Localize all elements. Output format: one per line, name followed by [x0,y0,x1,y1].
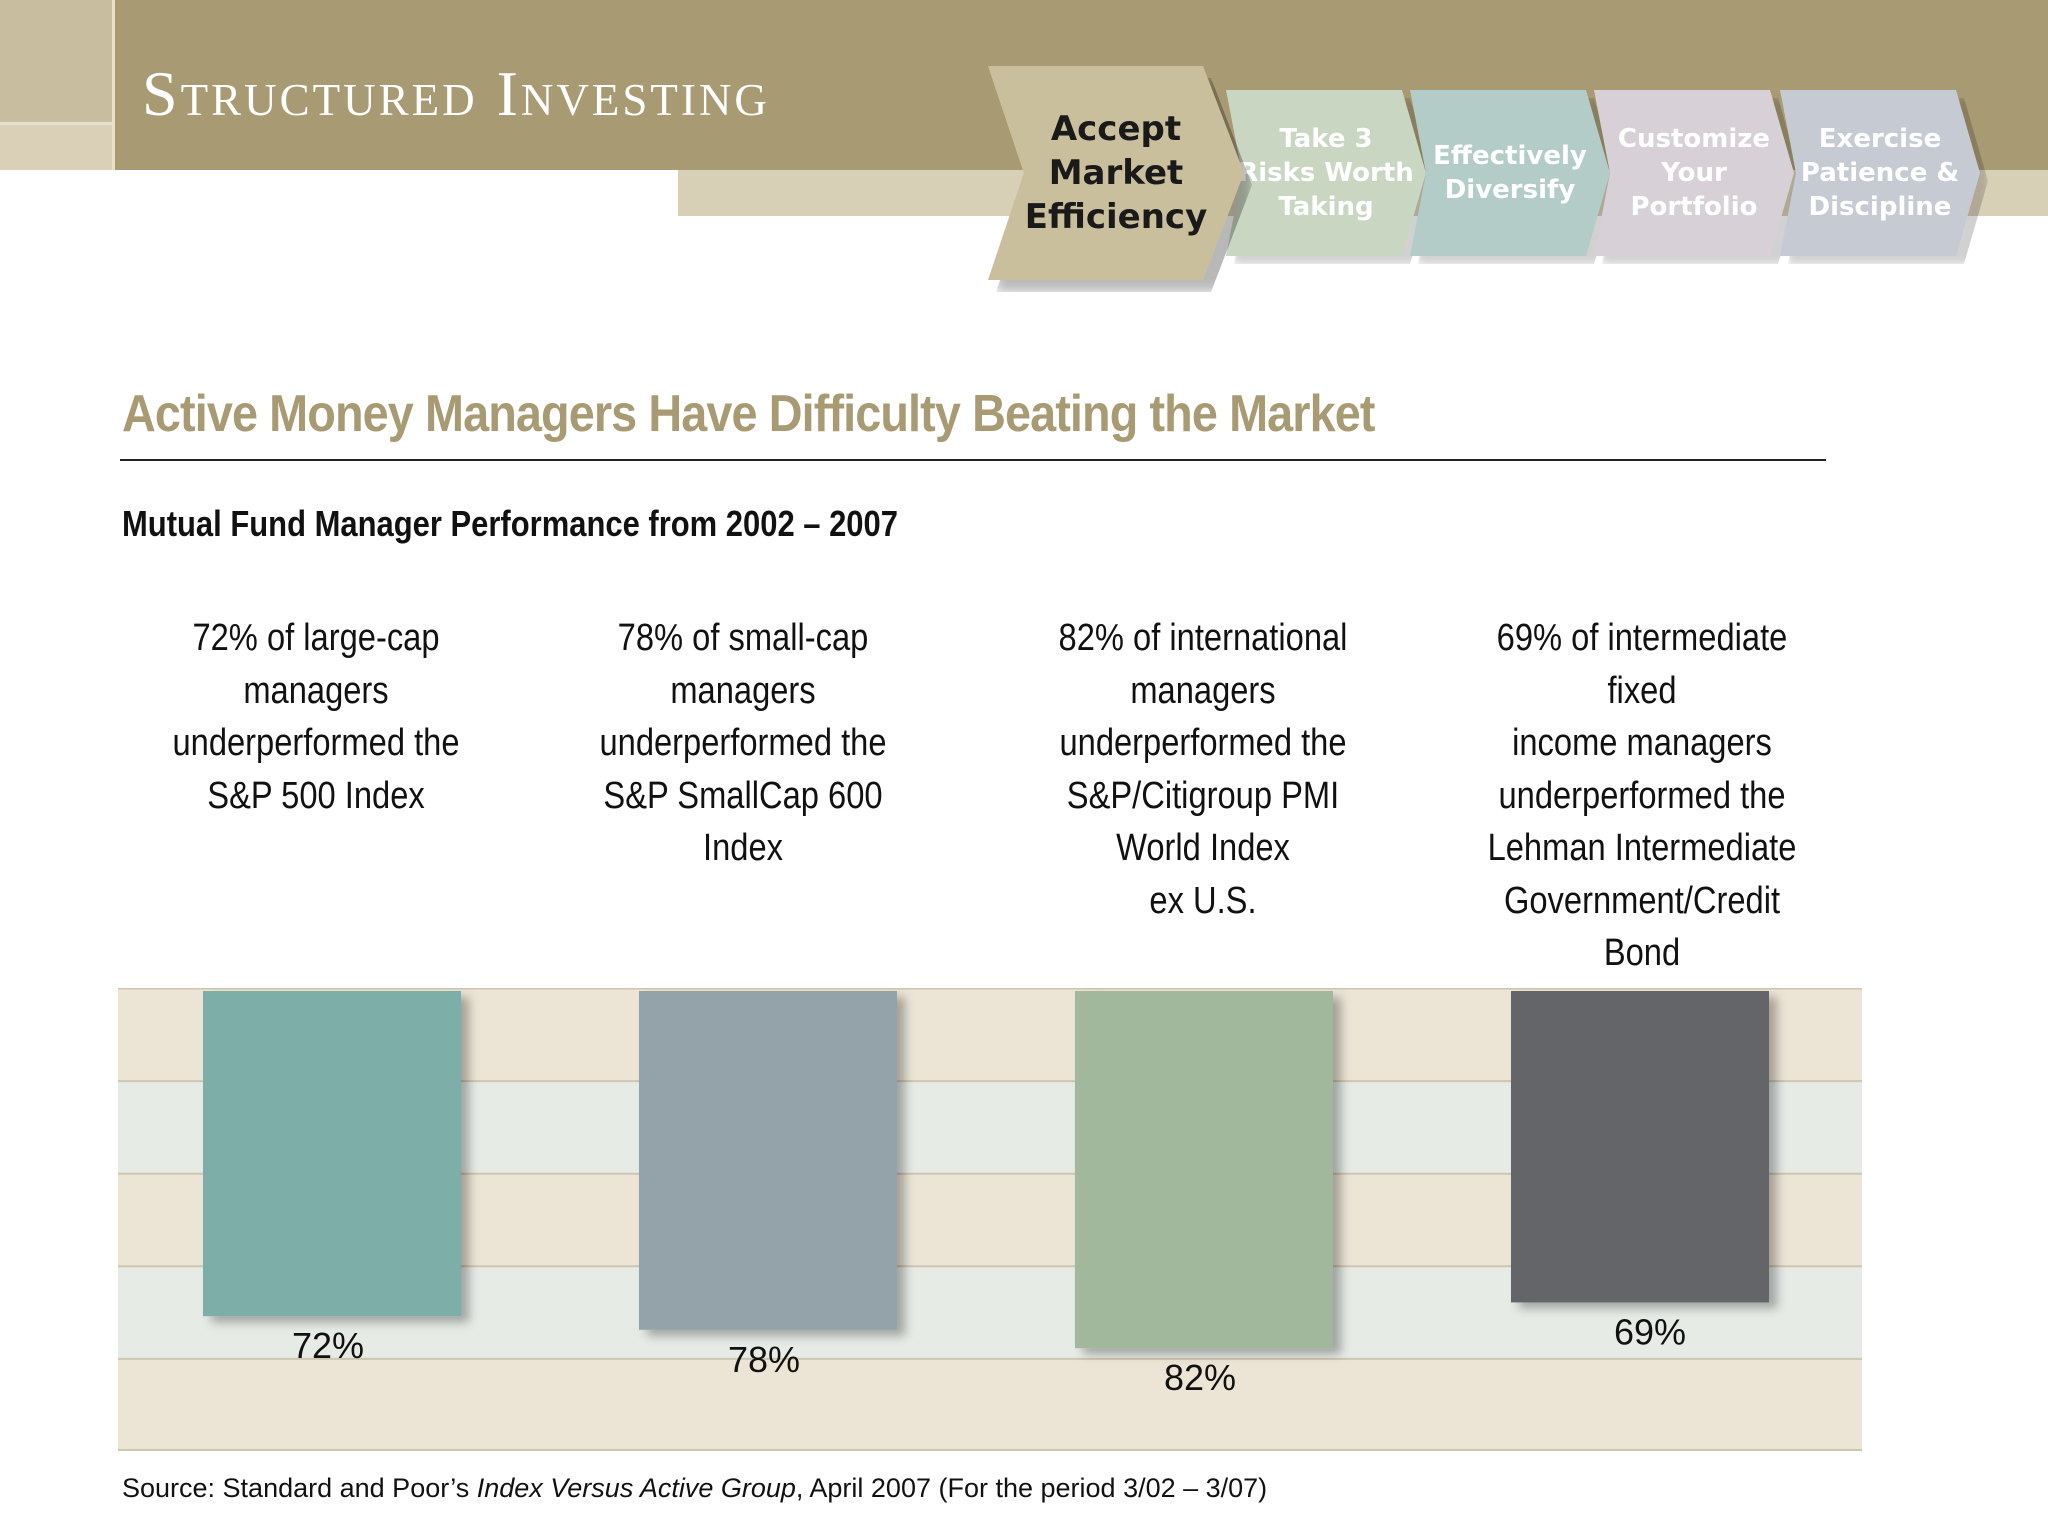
step-customize[interactable]: Customize Your Portfolio [1594,90,1794,256]
title-divider [120,459,1826,461]
step-take-risks[interactable]: Take 3 Risks Worth Taking [1226,90,1426,256]
description-fixed-income: 69% of intermediate fixed income manager… [1487,617,1797,1027]
step-label: Effectively Diversify [1433,141,1587,205]
header-corner-block [0,0,112,124]
description-small-cap: 78% of small-cap managers underperformed… [599,617,887,869]
bar-4 [1511,991,1769,1303]
page-title: Active Money Managers Have Difficulty Be… [122,385,1375,443]
source-note: Source: Standard and Poor’s Index Versus… [122,1473,1267,1504]
step-label: Take 3 Risks Worth Taking [1238,124,1414,222]
header-divider [112,0,115,170]
bar-value-label: 78% [728,1339,800,1380]
description-large-cap: 72% of large-cap managers underperformed… [172,617,460,817]
bar-chart: 72% 78% 82% 69% [118,988,1862,1451]
step-label: Customize Your Portfolio [1617,124,1771,222]
step-accept-market-efficiency[interactable]: Accept Market Efficiency [988,66,1244,280]
step-label: Exercise Patience & Discipline [1800,124,1960,222]
bar-3 [1075,991,1333,1349]
bar-value-label: 82% [1164,1357,1236,1398]
bar-value-label: 72% [292,1325,364,1366]
step-patience[interactable]: Exercise Patience & Discipline [1780,90,1980,256]
chart-band [118,1358,1862,1451]
description-international: 82% of international managers underperfo… [1058,617,1348,922]
bar-1 [203,991,461,1317]
source-suffix: , April 2007 (For the period 3/02 – 3/07… [795,1473,1268,1503]
header-corner-strip [0,124,112,170]
header-divider-horizontal [0,122,112,125]
bar-chart-svg: 72% 78% 82% 69% [118,988,1862,1451]
step-diversify[interactable]: Effectively Diversify [1410,90,1610,256]
source-italic: Index Versus Active Group [476,1473,796,1503]
bar-value-label: 69% [1614,1311,1686,1352]
brand-title: Structured Investing [142,58,770,129]
step-label: Accept Market Efficiency [1024,109,1208,237]
source-prefix: Source: Standard and Poor’s [122,1473,477,1503]
chart-subtitle: Mutual Fund Manager Performance from 200… [122,503,898,544]
bar-2 [639,991,897,1330]
